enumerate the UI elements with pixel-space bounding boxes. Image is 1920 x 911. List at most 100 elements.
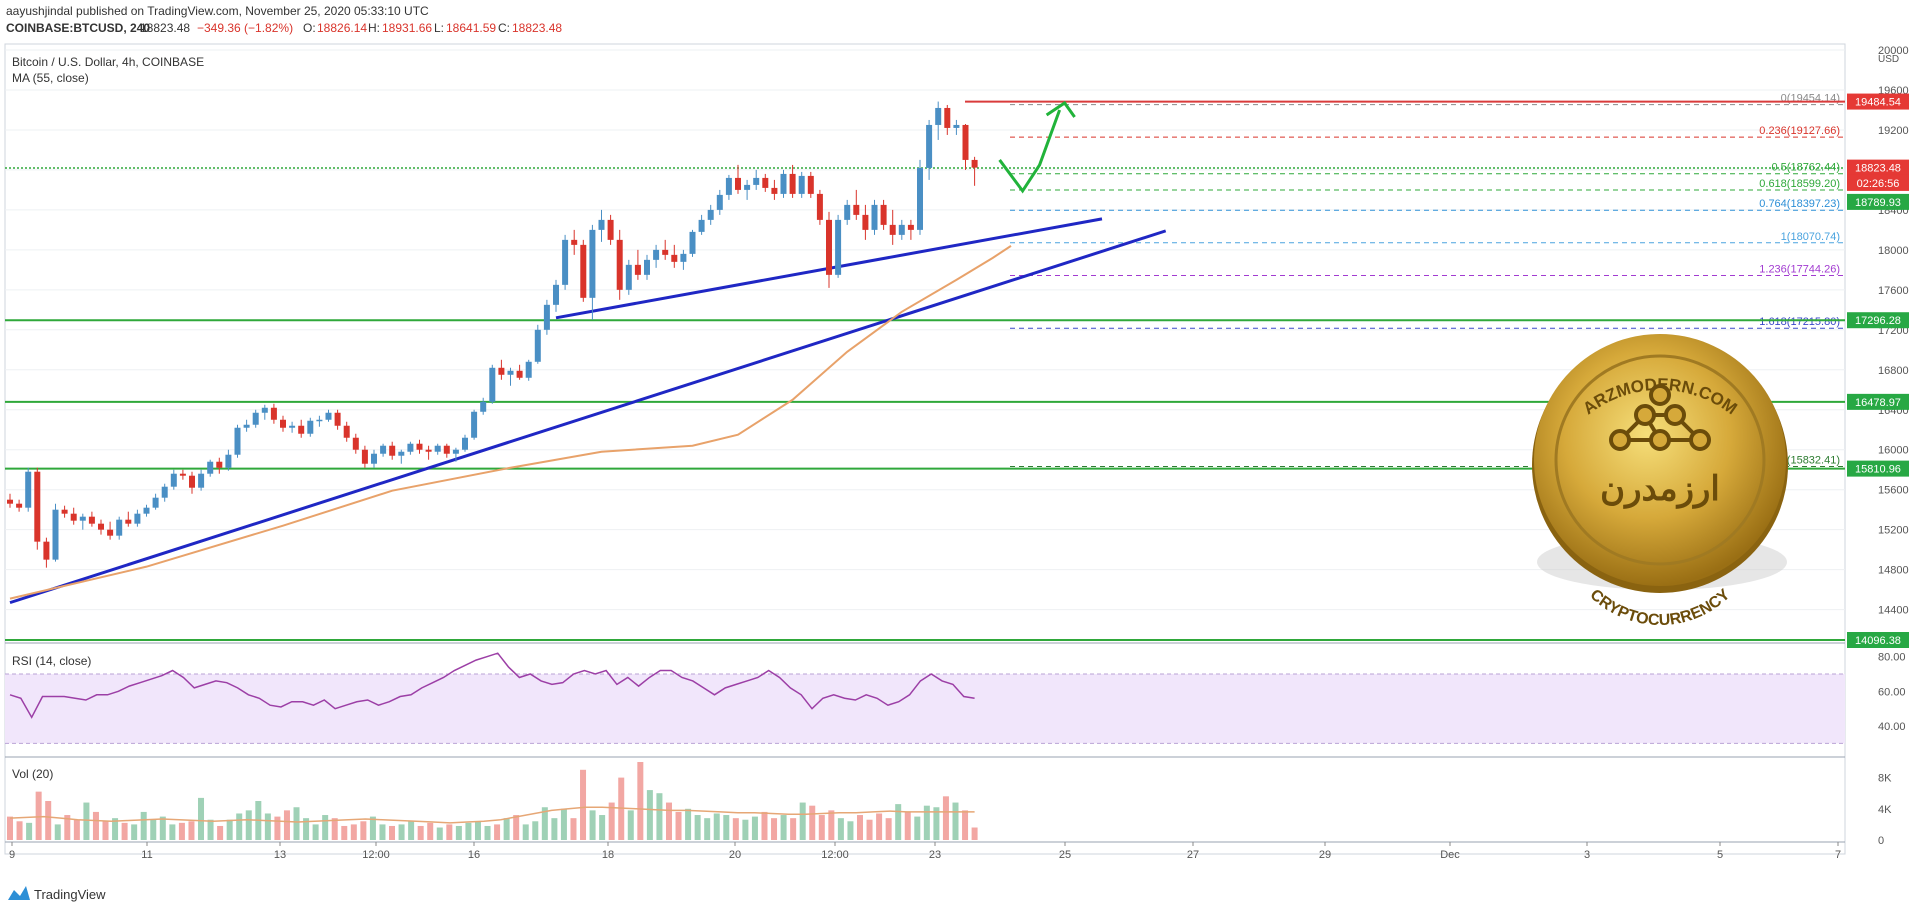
time-tick-label: 25 bbox=[1059, 849, 1071, 861]
volume-bar bbox=[427, 822, 434, 840]
candle-body bbox=[489, 367, 496, 402]
candle bbox=[771, 179, 778, 200]
candle bbox=[653, 244, 660, 268]
volume-bar bbox=[522, 824, 529, 840]
price-badge-bg bbox=[1847, 159, 1909, 176]
candle-body bbox=[826, 219, 832, 275]
candle bbox=[689, 229, 696, 257]
candle bbox=[525, 359, 532, 381]
candle bbox=[598, 209, 605, 242]
candle-body bbox=[34, 471, 41, 542]
price-tick-label: 15200 bbox=[1878, 525, 1909, 537]
volume-bar bbox=[274, 816, 281, 840]
candle-body bbox=[107, 529, 114, 536]
candle bbox=[489, 364, 496, 404]
candle-body bbox=[416, 443, 423, 450]
candle bbox=[25, 467, 32, 512]
volume-bar bbox=[675, 811, 682, 840]
candle bbox=[425, 445, 432, 460]
candle bbox=[971, 156, 978, 186]
volume-bar bbox=[790, 818, 797, 840]
candle bbox=[471, 409, 478, 440]
coin-network-icon bbox=[1609, 384, 1711, 451]
volume-bar bbox=[7, 816, 13, 840]
candle bbox=[862, 204, 869, 240]
volume-bar bbox=[169, 824, 176, 840]
candle-body bbox=[898, 224, 905, 235]
last-price: 18823.48 bbox=[140, 21, 190, 35]
candle bbox=[434, 443, 441, 455]
candle bbox=[152, 493, 159, 510]
time-tick-label: 20 bbox=[729, 849, 741, 861]
volume-bar bbox=[847, 821, 854, 840]
arrow-head bbox=[1045, 100, 1076, 118]
candle-body bbox=[653, 249, 660, 260]
volume-bar bbox=[818, 815, 825, 840]
candle-body bbox=[543, 304, 550, 330]
candle bbox=[7, 493, 13, 508]
volume-bar bbox=[895, 804, 902, 840]
volume-bar bbox=[809, 805, 816, 840]
candle-body bbox=[170, 473, 177, 487]
candle bbox=[935, 101, 942, 140]
volume-bar bbox=[589, 810, 596, 840]
candle-body bbox=[7, 499, 13, 504]
candle-body bbox=[452, 449, 459, 454]
time-tick-label: 12:00 bbox=[821, 849, 849, 861]
trendlines bbox=[9, 217, 1167, 605]
volume-bar bbox=[876, 813, 883, 840]
coin-logo: ARZMODERN.COM CRYPTOCURRENCY ارزمدرن bbox=[1532, 334, 1788, 629]
candle-body bbox=[880, 204, 887, 225]
fib-label: 0.764(18397.23) bbox=[1759, 198, 1840, 210]
volume-bar bbox=[217, 825, 224, 840]
price-badge-bg bbox=[1847, 93, 1909, 110]
volume-bar bbox=[131, 824, 138, 840]
candle-body bbox=[61, 509, 68, 514]
candle-body bbox=[407, 443, 414, 452]
volume-bar bbox=[331, 818, 338, 840]
candle bbox=[70, 507, 77, 525]
volume-bar bbox=[121, 822, 128, 840]
candle bbox=[853, 189, 860, 220]
volume-bar bbox=[904, 811, 911, 840]
candle-body bbox=[625, 264, 632, 290]
candle-body bbox=[571, 239, 578, 245]
volume-bar bbox=[665, 802, 672, 840]
volume-bar bbox=[570, 818, 577, 840]
candle bbox=[780, 169, 787, 198]
volume-bar bbox=[159, 816, 166, 840]
volume-bar bbox=[293, 807, 300, 840]
volume-tick-label: 4K bbox=[1878, 804, 1892, 816]
candle-body bbox=[143, 507, 150, 514]
candle bbox=[835, 214, 842, 278]
candle-body bbox=[844, 204, 851, 220]
candle bbox=[298, 419, 305, 438]
candle-body bbox=[607, 219, 614, 240]
rsi-label: RSI (14, close) bbox=[12, 654, 91, 668]
candle bbox=[398, 449, 405, 464]
candle bbox=[261, 404, 268, 420]
volume-bar bbox=[350, 824, 357, 840]
candle bbox=[917, 159, 923, 235]
candle bbox=[61, 505, 68, 518]
low-label: L: bbox=[434, 21, 444, 35]
open-value: 18826.14 bbox=[317, 21, 367, 35]
volume-bar bbox=[207, 819, 214, 840]
candle bbox=[16, 499, 23, 512]
candle bbox=[52, 503, 59, 562]
volume-bar bbox=[379, 824, 386, 840]
candle bbox=[634, 249, 641, 280]
candle-body bbox=[289, 425, 296, 428]
candle bbox=[498, 359, 505, 380]
candle bbox=[189, 471, 195, 494]
volume-ma-line bbox=[9, 806, 975, 824]
candle bbox=[944, 104, 951, 135]
candle-body bbox=[525, 361, 532, 378]
volume-bar bbox=[83, 802, 90, 840]
volume-bar bbox=[541, 807, 548, 840]
volume-bar bbox=[226, 819, 233, 840]
volume-bar bbox=[178, 822, 185, 840]
candle-body bbox=[771, 187, 778, 194]
volume-bar bbox=[704, 818, 711, 840]
candle-body bbox=[343, 425, 350, 438]
